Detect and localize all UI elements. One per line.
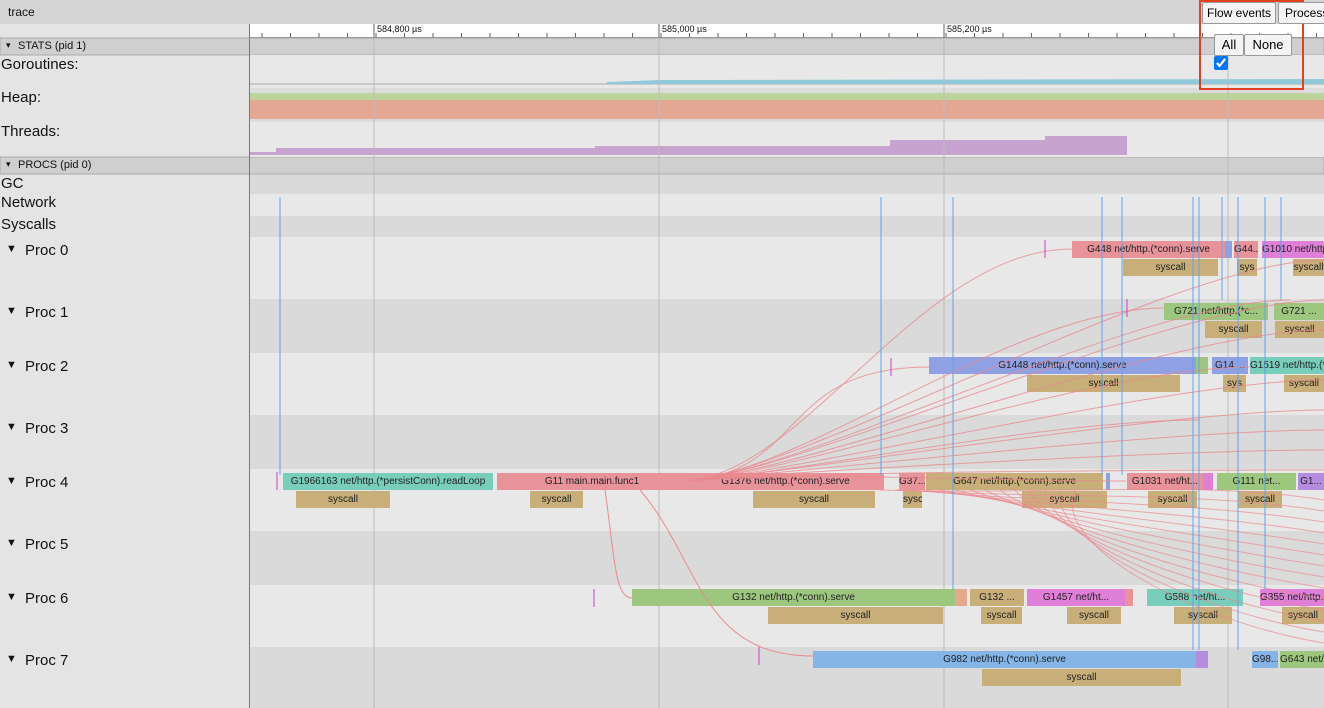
heap-area — [250, 93, 1324, 100]
slice[interactable]: G1519 net/http.(*conn).serve — [1250, 357, 1324, 374]
slice[interactable]: G588 net/ht... — [1147, 589, 1243, 606]
proc-toggle[interactable]: ▼ — [6, 421, 17, 433]
proc-label: Proc 3 — [25, 420, 69, 437]
proc-toggle[interactable]: ▼ — [6, 475, 17, 487]
ruler-label: 585,000 µs — [662, 24, 707, 34]
syscall[interactable]: syscall — [981, 607, 1022, 624]
syscall[interactable]: syscall — [1238, 491, 1282, 508]
row-bg — [250, 216, 1324, 237]
slice — [955, 589, 967, 606]
slice — [1125, 589, 1133, 606]
proc-toggle[interactable]: ▼ — [6, 653, 17, 665]
syscall[interactable]: syscall — [1282, 607, 1324, 624]
slice[interactable]: G11 main.main.func1 — [497, 473, 687, 490]
stat-label: Heap: — [1, 89, 42, 106]
slice[interactable]: G1966163 net/http.(*persistConn).readLoo… — [283, 473, 493, 490]
syscall[interactable]: syscall — [903, 491, 922, 508]
proc-label: Proc 5 — [25, 536, 69, 553]
slice[interactable]: G132 ... — [970, 589, 1024, 606]
proc-toggle[interactable]: ▼ — [6, 537, 17, 549]
section-toggle[interactable]: ▾ — [6, 40, 11, 50]
slice — [1196, 651, 1208, 668]
slice[interactable]: G98... — [1252, 651, 1278, 668]
slice[interactable]: G1376 net/http.(*conn).serve — [687, 473, 884, 490]
syscall[interactable]: syscall — [1284, 375, 1324, 392]
slice[interactable]: G1448 net/http.(*conn).serve — [929, 357, 1196, 374]
slice[interactable]: G44... — [1234, 241, 1258, 258]
ruler-label: 585,200 µs — [947, 24, 992, 34]
heap-area — [250, 100, 1324, 119]
proc-label: Proc 7 — [25, 652, 69, 669]
proc-toggle[interactable]: ▼ — [6, 359, 17, 371]
slice[interactable]: G643 net/http.(*conn).serve — [1280, 651, 1324, 668]
syscall[interactable]: syscall — [1275, 321, 1324, 338]
syscall[interactable]: syscall — [1022, 491, 1107, 508]
slice[interactable]: G132 net/http.(*conn).serve — [632, 589, 955, 606]
left-panel — [0, 24, 250, 708]
syscall[interactable]: syscall — [1205, 321, 1262, 338]
header-bar — [0, 0, 1324, 24]
slice[interactable]: G1457 net/ht... — [1027, 589, 1125, 606]
syscall[interactable]: syscall — [530, 491, 583, 508]
syscall[interactable]: syscall — [1148, 491, 1197, 508]
syscall[interactable]: syscall — [296, 491, 390, 508]
track-label: GC — [1, 175, 24, 192]
syscall[interactable]: syscall — [753, 491, 875, 508]
slice — [1196, 357, 1208, 374]
syscall[interactable]: syscall — [1067, 607, 1121, 624]
slice[interactable]: G111 net... — [1217, 473, 1296, 490]
stat-label: Threads: — [1, 123, 61, 140]
slice[interactable]: G14 ... — [1212, 357, 1248, 374]
proc-label: Proc 0 — [25, 242, 69, 259]
highlight-box — [1199, 0, 1304, 90]
slice[interactable]: G1... — [1298, 473, 1324, 490]
slice — [1225, 241, 1232, 258]
slice — [1106, 473, 1110, 490]
ruler-label: 584,800 µs — [377, 24, 422, 34]
syscall[interactable]: syscall — [1027, 375, 1180, 392]
syscall[interactable]: syscall — [1123, 259, 1218, 276]
button[interactable]: None — [1244, 34, 1292, 56]
button[interactable]: All — [1214, 34, 1244, 56]
syscall[interactable]: syscall — [982, 669, 1181, 686]
track-label: Network — [1, 194, 57, 211]
slice[interactable]: G1010 net/http.(*conn).serve — [1262, 241, 1324, 258]
proc-label: Proc 4 — [25, 474, 69, 491]
syscall[interactable]: sys — [1237, 259, 1257, 276]
section-title: PROCS (pid 0) — [18, 159, 92, 171]
tab[interactable]: Process — [1278, 2, 1324, 24]
proc-label: Proc 2 — [25, 358, 69, 375]
proc-toggle[interactable]: ▼ — [6, 591, 17, 603]
syscall[interactable]: syscall — [768, 607, 943, 624]
title: trace — [8, 5, 35, 19]
section-toggle[interactable]: ▾ — [6, 159, 11, 169]
proc-label: Proc 6 — [25, 590, 69, 607]
slice[interactable]: G721 ... — [1274, 303, 1324, 320]
slice — [1203, 473, 1213, 490]
slice[interactable]: G448 net/http.(*conn).serve — [1072, 241, 1225, 258]
slice[interactable]: G37... — [899, 473, 925, 490]
syscall[interactable]: sys — [1223, 375, 1246, 392]
slice[interactable]: G982 net/http.(*conn).serve — [813, 651, 1196, 668]
syscall[interactable]: syscall — [1293, 259, 1324, 276]
goroutine-area — [607, 79, 1324, 84]
proc-toggle[interactable]: ▼ — [6, 305, 17, 317]
stat-label: Goroutines: — [1, 56, 79, 73]
proc-label: Proc 1 — [25, 304, 69, 321]
slice[interactable]: G721 net/http.(*c... — [1164, 303, 1268, 320]
slice[interactable]: G355 net/http.(*conn).serve — [1260, 589, 1324, 606]
tab[interactable]: Flow events — [1202, 2, 1276, 24]
row-bg — [250, 194, 1324, 216]
syscall[interactable]: syscall — [1174, 607, 1232, 624]
row-bg — [250, 175, 1324, 194]
slice[interactable]: G647 net/http.(*conn).serve — [926, 473, 1103, 490]
proc-toggle[interactable]: ▼ — [6, 243, 17, 255]
section-title: STATS (pid 1) — [18, 40, 87, 52]
track-label: Syscalls — [1, 216, 57, 233]
checkbox[interactable] — [1214, 56, 1228, 70]
slice[interactable]: G1031 net/ht... — [1127, 473, 1203, 490]
threads-area — [250, 136, 1127, 155]
